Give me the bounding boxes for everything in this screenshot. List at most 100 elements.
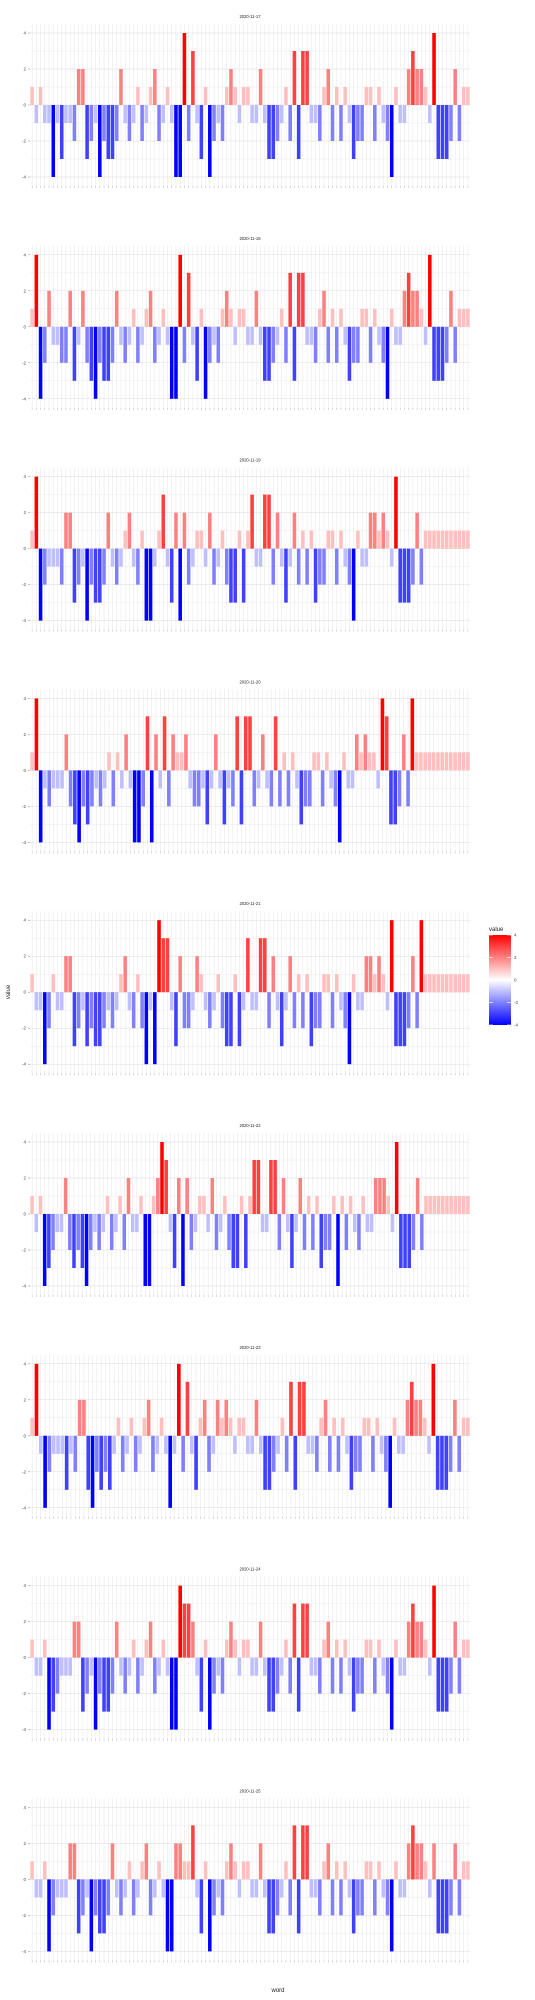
bar <box>34 476 39 549</box>
bar <box>250 326 254 345</box>
bar <box>81 1657 85 1712</box>
bar <box>216 105 221 123</box>
bar <box>356 1657 360 1694</box>
bar <box>34 1879 39 1898</box>
bar <box>431 1363 436 1436</box>
bar <box>254 105 259 123</box>
bar <box>275 512 280 549</box>
bar <box>199 530 204 549</box>
bar <box>224 992 229 1047</box>
bar <box>279 1879 284 1898</box>
y-tick-label: 0 <box>23 324 26 329</box>
bar <box>202 1196 206 1214</box>
bar <box>131 1879 136 1916</box>
bar <box>182 992 187 1029</box>
bar <box>444 1657 449 1712</box>
bar <box>282 752 286 771</box>
bar <box>377 1861 381 1880</box>
bar <box>326 974 331 993</box>
bar <box>186 1861 191 1880</box>
bar <box>398 548 402 603</box>
bar <box>373 308 377 327</box>
bar <box>466 1417 470 1436</box>
bar <box>398 326 402 345</box>
bar <box>273 1160 277 1214</box>
y-tick-label: 2 <box>23 510 26 515</box>
bar <box>167 770 171 807</box>
bar <box>358 1435 362 1472</box>
bar <box>356 326 360 363</box>
bar <box>360 308 364 327</box>
bar <box>364 1639 369 1658</box>
bar <box>139 1196 143 1214</box>
y-tick-label: 4 <box>23 696 26 701</box>
bar <box>414 752 419 771</box>
bar <box>273 716 278 771</box>
bar <box>306 1196 311 1214</box>
bar <box>444 530 449 549</box>
bar <box>379 1435 384 1454</box>
bar <box>369 1214 374 1232</box>
bar <box>453 1843 457 1880</box>
bar <box>84 1214 89 1286</box>
bar <box>406 770 410 807</box>
bar <box>461 1639 466 1658</box>
bar <box>263 494 267 549</box>
bar <box>280 1417 285 1436</box>
bar <box>292 326 297 381</box>
bar <box>351 548 356 621</box>
bar <box>140 992 144 1029</box>
bar <box>148 1621 153 1658</box>
bar <box>98 548 102 603</box>
bar <box>136 87 140 105</box>
bar <box>199 1657 204 1712</box>
bar <box>301 51 305 105</box>
bar-series <box>30 1142 470 1286</box>
bar <box>466 530 470 549</box>
bar <box>218 770 222 789</box>
bar <box>98 1657 102 1694</box>
bar <box>406 1843 411 1880</box>
bar <box>153 69 157 105</box>
panel-title: 2020-11-21 <box>239 901 261 906</box>
bar <box>208 1879 212 1952</box>
bar <box>144 105 149 123</box>
bar <box>216 326 221 363</box>
bar <box>235 1214 240 1268</box>
bar <box>422 1417 427 1436</box>
bar <box>318 1879 322 1916</box>
legend-tick-label: 4 <box>514 933 517 938</box>
bar <box>114 290 119 327</box>
bar <box>185 1381 190 1436</box>
bar <box>168 1435 173 1508</box>
bar <box>444 105 449 159</box>
bar <box>101 1214 106 1232</box>
bar-series <box>30 254 470 399</box>
bar <box>368 87 373 105</box>
bar <box>334 1639 339 1658</box>
y-tick-label: -4 <box>22 840 26 845</box>
bar <box>301 992 305 1029</box>
bar <box>281 1178 286 1214</box>
bar <box>448 1435 453 1472</box>
bar <box>377 956 381 993</box>
bar <box>340 1196 344 1214</box>
bar <box>223 1196 227 1214</box>
bar <box>250 1435 254 1454</box>
bar <box>360 992 364 1011</box>
bar <box>436 105 441 159</box>
bar <box>241 1417 246 1436</box>
bar <box>174 1657 178 1730</box>
bar <box>34 254 39 327</box>
bar <box>377 530 381 549</box>
bar <box>144 1639 149 1658</box>
bar <box>411 290 415 327</box>
bar <box>47 1657 51 1730</box>
bar <box>51 1657 56 1712</box>
bar <box>55 1214 59 1232</box>
bar <box>195 530 199 549</box>
bar <box>64 326 68 363</box>
x-tick-marks <box>31 1738 469 1741</box>
bar <box>301 530 305 549</box>
bar <box>60 1435 65 1454</box>
